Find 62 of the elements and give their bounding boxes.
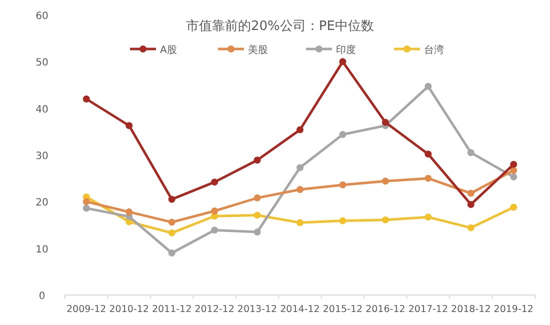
point [211, 178, 218, 186]
legend-label: 印度 [336, 44, 356, 56]
point [339, 130, 346, 138]
point [339, 181, 346, 188]
point [467, 149, 474, 156]
point [296, 126, 304, 134]
point [168, 229, 176, 236]
point [424, 82, 432, 90]
point [339, 58, 346, 66]
point [424, 150, 432, 158]
point [296, 219, 304, 226]
y-tick-label: 20 [36, 198, 48, 209]
x-tick-label: 2013-12 [237, 304, 278, 315]
point [467, 224, 474, 232]
point [510, 160, 518, 168]
point [168, 196, 176, 203]
point [82, 204, 90, 212]
point [382, 178, 389, 185]
y-tick-label: 40 [36, 104, 48, 116]
point [510, 166, 518, 174]
chart-title: 市值靠前的20%公司：PE中位数 [186, 19, 374, 34]
legend-label: 台湾 [424, 44, 444, 56]
point [424, 174, 432, 182]
point [82, 198, 90, 206]
point [382, 118, 389, 126]
y-tick-label: 0 [38, 291, 46, 302]
point [339, 217, 346, 224]
point [254, 212, 261, 219]
point [211, 226, 218, 234]
x-tick-label: 2010-12 [109, 304, 149, 315]
point [168, 250, 176, 256]
y-tick-label: 10 [36, 244, 48, 256]
x-tick-label: 2011-12 [152, 304, 192, 315]
legend-label: 美股 [248, 44, 268, 56]
point [82, 96, 90, 102]
point [467, 190, 474, 197]
point [168, 218, 176, 226]
point [254, 228, 261, 236]
x-tick-label: 2019-12 [494, 304, 534, 315]
point [510, 173, 518, 180]
point [254, 194, 261, 202]
point [211, 208, 218, 214]
point [254, 156, 261, 164]
x-tick-label: 2014-12 [280, 304, 320, 315]
x-tick-label: 2018-12 [451, 304, 491, 315]
point [126, 208, 133, 216]
point [296, 186, 304, 194]
x-tick-label: 2017-12 [408, 304, 448, 315]
y-tick-label: 60 [36, 11, 48, 22]
x-tick-label: 2016-12 [366, 304, 406, 315]
x-tick-label: 2015-12 [322, 304, 363, 315]
point [467, 200, 474, 208]
x-tick-label: 2009-12 [66, 304, 106, 315]
x-tick-label: 2012-12 [194, 304, 234, 315]
point [126, 122, 133, 130]
y-tick-label: 50 [36, 58, 48, 69]
point [510, 204, 518, 211]
point [424, 214, 432, 221]
point [382, 216, 389, 224]
legend-label: A股 [160, 45, 177, 56]
point [296, 164, 304, 172]
y-tick-label: 30 [36, 151, 48, 162]
